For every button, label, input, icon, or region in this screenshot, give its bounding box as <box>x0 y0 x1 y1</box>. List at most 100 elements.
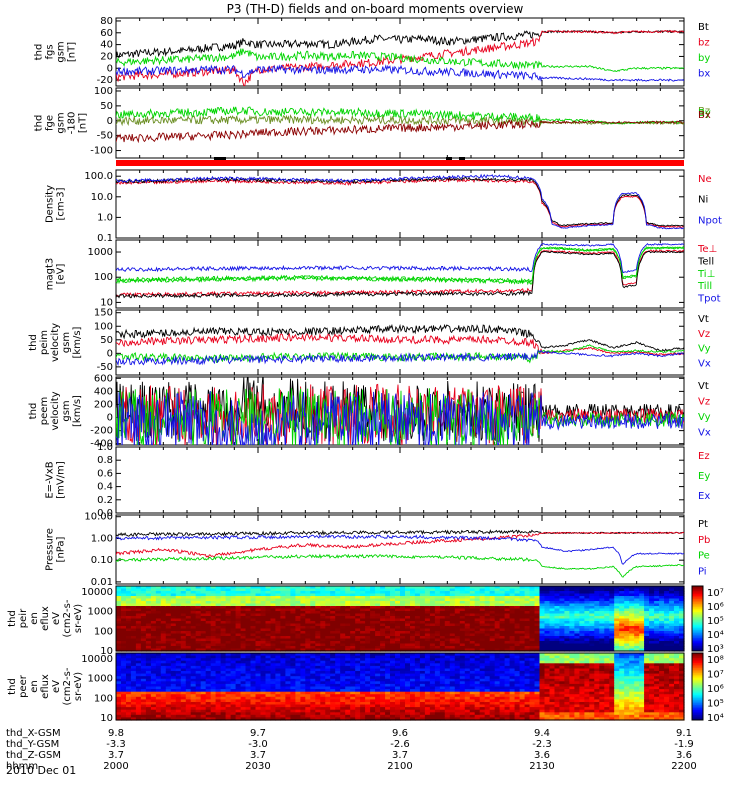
spectrogram-cell <box>155 699 162 703</box>
spectrogram-cell <box>400 628 406 632</box>
spectrogram-cell <box>155 588 162 592</box>
spectrogram-cell <box>205 631 212 635</box>
spectrogram-cell <box>424 641 431 645</box>
spectrogram-cell <box>160 671 167 675</box>
spectrogram-cell <box>195 601 202 605</box>
spectrogram-cell <box>345 628 351 632</box>
spectrogram-cell <box>250 601 257 605</box>
spectrogram-cell <box>130 593 137 597</box>
spectrogram-cell <box>414 613 421 617</box>
spectrogram-cell <box>240 633 247 637</box>
spectrogram-cell <box>185 689 192 693</box>
spectrogram-cell <box>494 593 501 597</box>
spectrogram-cell <box>170 636 177 640</box>
spectrogram-cell <box>275 641 281 645</box>
colorbar-tick-label: 10⁷ <box>707 588 724 599</box>
spectrogram-cell <box>424 586 431 590</box>
spectrogram-cell <box>419 601 426 605</box>
spectrogram-cell <box>459 598 466 602</box>
spectrogram-cell <box>140 638 147 642</box>
spectrogram-cell <box>664 631 670 635</box>
spectrogram-cell <box>529 591 536 595</box>
spectrogram-cell <box>514 616 521 620</box>
spectrogram-cell <box>195 709 202 713</box>
spectrogram-cell <box>235 704 242 708</box>
ytick-label: 40 <box>100 40 113 51</box>
spectrogram-cell <box>155 683 162 688</box>
spectrogram-cell <box>195 696 202 700</box>
spectrogram-cell <box>320 709 326 713</box>
spectrogram-cell <box>310 611 316 615</box>
spectrogram-cell <box>444 591 451 595</box>
spectrogram-cell <box>150 696 157 700</box>
spectrogram-cell <box>175 714 182 718</box>
spectrogram-cell <box>489 593 496 597</box>
legend-ni: Ni <box>698 195 708 206</box>
spectrogram-cell <box>330 646 336 650</box>
spectrogram-cell <box>135 631 142 635</box>
spectrogram-cell <box>300 631 306 635</box>
spectrogram-cell <box>220 676 227 680</box>
spectrogram-cell <box>380 636 386 640</box>
spectrogram-cell <box>340 717 346 721</box>
spectrogram-cell <box>260 611 267 615</box>
spectrogram-cell <box>405 618 411 622</box>
spectrogram-cell <box>659 641 665 645</box>
spectrogram-cell <box>245 658 252 662</box>
spectrogram-cell <box>604 638 610 642</box>
spectrogram-cell <box>320 653 326 657</box>
plot-title: P3 (TH-D) fields and on-board moments ov… <box>226 2 524 16</box>
spectrogram-cell <box>190 673 197 677</box>
spectrogram-cell <box>126 691 132 695</box>
spectrogram-cell <box>315 641 321 645</box>
spectrogram-cell <box>370 628 376 632</box>
spectrogram-cell <box>200 618 207 622</box>
spectrogram-cell <box>280 603 286 607</box>
spectrogram-cell <box>499 598 506 602</box>
spectrogram-cell <box>609 586 615 590</box>
spectrogram-cell <box>564 601 570 605</box>
spectrogram-cell <box>170 717 177 721</box>
spectrogram-cell <box>295 663 301 667</box>
spectrogram-cell <box>454 648 461 652</box>
spectrogram-cell <box>250 712 257 716</box>
spectrogram-cell <box>424 611 431 615</box>
spectrogram-cell <box>679 588 685 592</box>
spectrogram-cell <box>380 623 386 627</box>
spectrogram-cell <box>429 598 436 602</box>
spectrogram-cell <box>245 696 252 700</box>
spectrogram-cell <box>235 671 242 675</box>
spectrogram-cell <box>569 613 575 617</box>
spectrogram-cell <box>584 611 590 615</box>
spectrogram-cell <box>429 636 436 640</box>
spectrogram-cell <box>225 603 232 607</box>
spectrogram-cell <box>529 586 536 590</box>
spectrogram-cell <box>305 596 311 600</box>
spectrogram-cell <box>529 618 536 622</box>
spectrogram-cell <box>534 618 541 622</box>
spectrogram-cell <box>121 613 127 617</box>
spectrogram-cell <box>589 626 595 630</box>
spectrogram-cell <box>116 673 122 677</box>
spectrogram-cell <box>514 608 521 612</box>
spectrogram-cell <box>270 714 277 718</box>
spectrogram-cell <box>245 712 252 716</box>
spectrogram-cell <box>514 593 521 597</box>
spectrogram-cell <box>150 663 157 667</box>
spectrogram-cell <box>679 621 685 625</box>
spectrogram-cell <box>405 601 411 605</box>
spectrogram-cell <box>629 596 635 600</box>
spectrogram-cell <box>644 641 650 645</box>
spectrogram-cell <box>504 601 511 605</box>
spectrogram-cell <box>280 660 286 664</box>
spectrogram-cell <box>654 611 660 615</box>
spectrogram-cell <box>320 643 326 647</box>
spectrogram-cell <box>205 663 212 667</box>
spectrogram-cell <box>285 694 291 698</box>
spectrogram-cell <box>360 648 366 652</box>
spectrogram-cell <box>210 717 217 721</box>
spectrogram-cell <box>554 606 561 610</box>
spectrogram-cell <box>419 646 426 650</box>
spectrogram-cell <box>175 631 182 635</box>
spectrogram-cell <box>260 691 267 695</box>
